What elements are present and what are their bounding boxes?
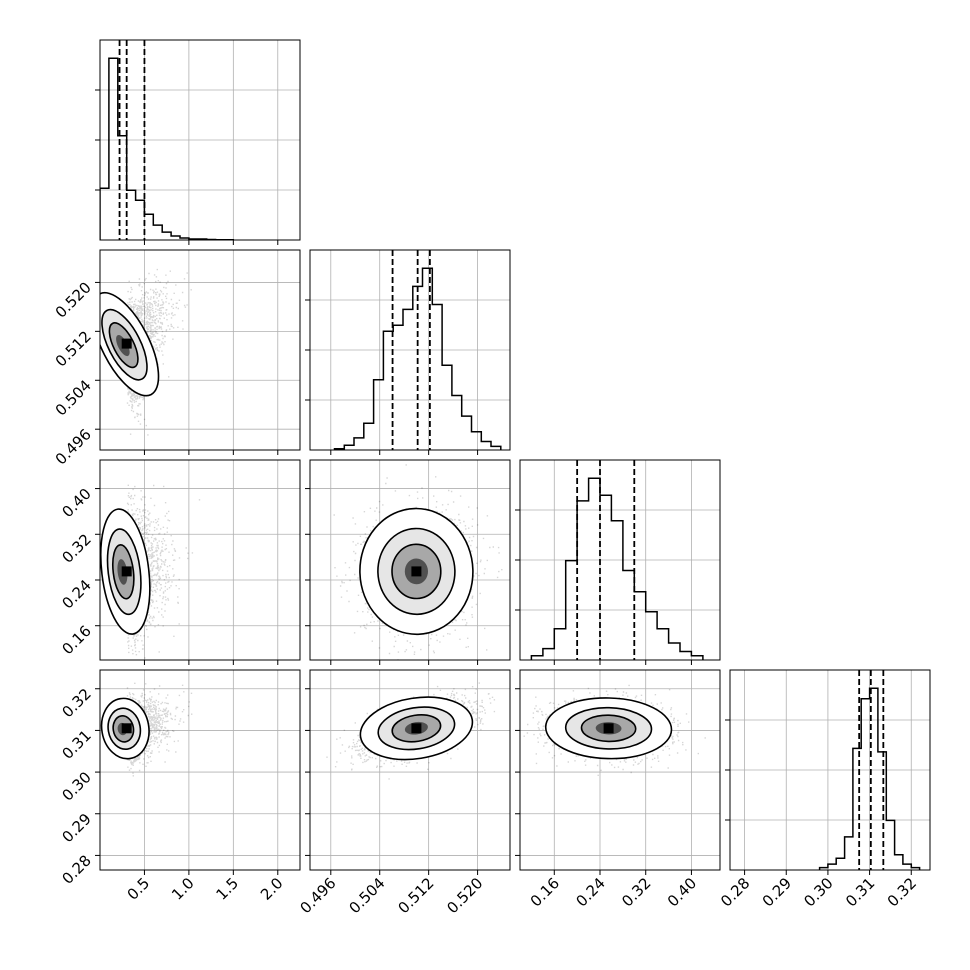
y-tick-label: 0.24 bbox=[58, 576, 94, 612]
x-tick-label: 2.0 bbox=[257, 874, 287, 904]
y-tick-label: 0.30 bbox=[58, 768, 94, 804]
x-axis-1: 0.496 0.504 0.512 0.520 bbox=[297, 870, 486, 917]
x-axis-0: 0.5 1.0 1.5 2.0 bbox=[124, 870, 287, 904]
x-tick-label: 0.5 bbox=[124, 874, 154, 904]
scatter-panel-3-1 bbox=[309, 669, 511, 871]
panel-frame bbox=[99, 39, 301, 241]
density-peak bbox=[121, 723, 132, 734]
scatter-panel-1-0 bbox=[99, 249, 301, 451]
x-tick-label: 0.40 bbox=[664, 874, 700, 910]
hist-panel-3 bbox=[725, 669, 931, 871]
scatter-panel-2-0 bbox=[99, 459, 301, 661]
scatter-panel-3-2 bbox=[519, 669, 721, 871]
x-tick-label: 1.0 bbox=[168, 874, 198, 904]
y-tick-label: 0.28 bbox=[58, 852, 94, 888]
panel-frame bbox=[309, 459, 511, 661]
histogram-step bbox=[530, 477, 704, 660]
x-tick-label: 0.512 bbox=[394, 874, 437, 917]
panel-frame bbox=[99, 249, 301, 451]
y-tick-label: 0.16 bbox=[58, 622, 94, 658]
hist-panel-2 bbox=[515, 459, 721, 661]
panel-frame bbox=[729, 669, 931, 871]
y-tick-label: 0.496 bbox=[52, 425, 95, 468]
panel-frame bbox=[99, 669, 301, 871]
x-tick-label: 0.32 bbox=[884, 874, 920, 910]
x-tick-label: 0.496 bbox=[297, 874, 340, 917]
panel-frame bbox=[309, 249, 511, 451]
x-tick-label: 0.520 bbox=[443, 874, 486, 917]
panel-frame bbox=[309, 669, 511, 871]
density-peak bbox=[121, 338, 132, 349]
x-tick-label: 0.504 bbox=[345, 874, 388, 917]
scatter-panel-3-0 bbox=[99, 669, 301, 871]
y-axis-1: 0.496 0.504 0.512 0.520 bbox=[52, 279, 100, 468]
histogram-step bbox=[818, 687, 921, 870]
x-tick-label: 0.31 bbox=[842, 874, 878, 910]
density-peak bbox=[603, 723, 614, 734]
x-tick-label: 0.16 bbox=[527, 874, 563, 910]
panel-frame bbox=[99, 459, 301, 661]
panel-frame bbox=[519, 459, 721, 661]
hist-panel-1 bbox=[305, 249, 511, 451]
y-tick-label: 0.512 bbox=[52, 327, 95, 370]
scatter-points bbox=[126, 268, 192, 436]
hist-panel-0 bbox=[95, 39, 301, 241]
y-tick-label: 0.32 bbox=[58, 530, 94, 566]
y-tick-label: 0.40 bbox=[58, 485, 94, 521]
density-peak bbox=[121, 566, 132, 577]
scatter-points bbox=[126, 682, 193, 777]
y-tick-label: 0.504 bbox=[52, 376, 95, 419]
y-tick-label: 0.520 bbox=[52, 279, 95, 322]
density-peak bbox=[411, 723, 422, 734]
y-tick-label: 0.32 bbox=[58, 685, 94, 721]
scatter-panel-2-1 bbox=[309, 459, 511, 661]
x-tick-label: 0.28 bbox=[717, 874, 753, 910]
x-tick-label: 1.5 bbox=[213, 874, 243, 904]
y-axis-2: 0.16 0.24 0.32 0.40 bbox=[58, 485, 310, 658]
y-tick-label: 0.29 bbox=[58, 810, 94, 846]
panel-frame bbox=[519, 669, 721, 871]
scatter-points bbox=[126, 484, 201, 659]
x-tick-label: 0.29 bbox=[759, 874, 795, 910]
y-tick-label: 0.31 bbox=[58, 727, 94, 763]
x-tick-label: 0.24 bbox=[572, 874, 608, 910]
density-peak bbox=[411, 566, 422, 577]
x-tick-label: 0.30 bbox=[800, 874, 836, 910]
x-axis-2: 0.16 0.24 0.32 0.40 bbox=[527, 870, 700, 910]
x-tick-label: 0.32 bbox=[618, 874, 654, 910]
x-axis-3: 0.28 0.29 0.30 0.31 0.32 bbox=[717, 870, 920, 910]
